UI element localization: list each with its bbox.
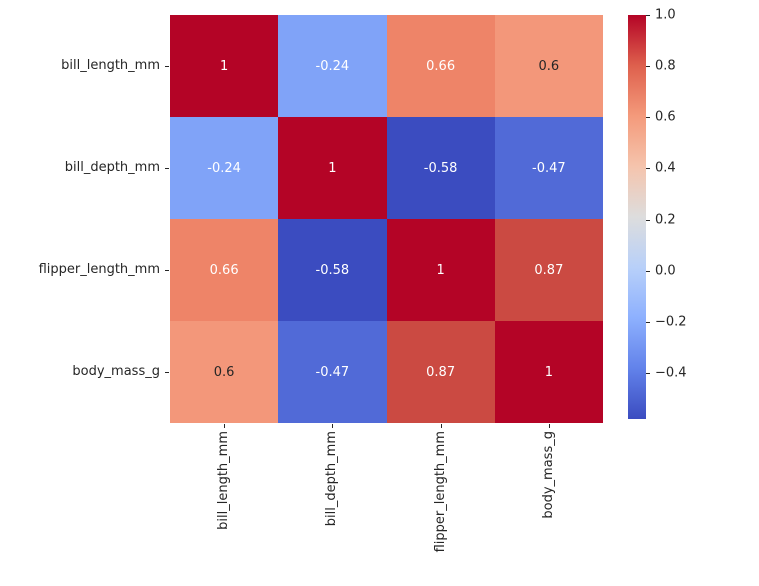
- heatmap-cell: 0.66: [386, 15, 495, 117]
- cell-value: -0.24: [207, 160, 241, 176]
- heatmap-cell: 0.87: [386, 321, 495, 423]
- heatmap-grid: 1 -0.24 0.66 0.6 -0.24 1 -0.58 -0.47 0.66 -0.58 1 0…: [170, 15, 603, 423]
- x-tick-label: bill_length_mm: [215, 431, 231, 530]
- cell-value: -0.47: [532, 160, 566, 176]
- cell-value: 0.66: [209, 262, 239, 278]
- cell-value: 0.6: [213, 364, 235, 380]
- y-tick-mark: [165, 168, 169, 169]
- y-tick-mark: [165, 66, 169, 67]
- heatmap-cell: -0.24: [278, 15, 387, 117]
- cell-value: 1: [328, 160, 337, 176]
- x-tick-label: flipper_length_mm: [432, 431, 448, 553]
- colorbar-tick-label: −0.2: [655, 314, 687, 330]
- colorbar-tick-mark: [646, 66, 650, 68]
- heatmap-cell: -0.47: [278, 321, 387, 423]
- cell-value: -0.58: [315, 262, 350, 278]
- x-tick-mark: [440, 424, 442, 428]
- heatmap-cell: -0.58: [278, 219, 387, 321]
- x-tick-label: body_mass_g: [540, 431, 556, 519]
- colorbar-tick-mark: [646, 372, 650, 374]
- colorbar-tick-label: 0.8: [655, 58, 676, 74]
- cell-value: 0.6: [538, 58, 560, 74]
- y-tick-label: body_mass_g: [72, 363, 160, 379]
- cell-value: 1: [436, 262, 445, 278]
- heatmap-cell: -0.24: [170, 117, 279, 219]
- y-tick-label: flipper_length_mm: [38, 261, 160, 277]
- heatmap-cell: 0.6: [170, 321, 279, 423]
- heatmap-cell: 1: [170, 15, 279, 117]
- colorbar-tick-mark: [646, 270, 650, 272]
- cell-value: -0.47: [315, 364, 350, 380]
- colorbar-tick-label: 0.6: [655, 109, 676, 125]
- y-tick-mark: [165, 270, 169, 271]
- y-tick-mark: [165, 372, 169, 373]
- cell-value: -0.24: [315, 58, 350, 74]
- y-tick-label: bill_length_mm: [61, 57, 160, 73]
- heatmap-cell: 1: [494, 321, 603, 423]
- colorbar-tick-mark: [646, 219, 650, 221]
- heatmap-cell: 1: [278, 117, 387, 219]
- cell-value: 1: [219, 58, 229, 74]
- cell-value: 0.87: [534, 262, 564, 278]
- colorbar-tick-mark: [646, 117, 650, 119]
- cell-value: 0.87: [426, 364, 456, 380]
- colorbar-tick-label: −0.4: [655, 365, 687, 381]
- colorbar-tick-mark: [646, 15, 650, 16]
- heatmap-cell: -0.58: [386, 117, 495, 219]
- heatmap-cell: 1: [386, 219, 495, 321]
- colorbar: [628, 15, 646, 419]
- x-tick-mark: [548, 424, 550, 428]
- heatmap-cell: 0.87: [494, 219, 603, 321]
- colorbar-tick-label: 1.0: [655, 7, 676, 23]
- x-tick-label: bill_depth_mm: [324, 431, 340, 527]
- colorbar-tick-label: 0.2: [655, 212, 676, 228]
- colorbar-tick-label: 0.0: [655, 263, 676, 279]
- colorbar-tick-mark: [646, 321, 650, 323]
- cell-value: 1: [544, 364, 554, 380]
- colorbar-tick-mark: [646, 168, 650, 170]
- heatmap-cell: 0.66: [170, 219, 279, 321]
- x-tick-mark: [332, 424, 334, 428]
- y-tick-label: bill_depth_mm: [64, 159, 160, 175]
- cell-value: -0.58: [423, 160, 458, 176]
- cell-value: 0.66: [426, 58, 456, 74]
- x-tick-mark: [224, 424, 226, 428]
- colorbar-tick-label: 0.4: [655, 160, 676, 176]
- heatmap-cell: 0.6: [494, 15, 603, 117]
- heatmap-cell: -0.47: [494, 117, 603, 219]
